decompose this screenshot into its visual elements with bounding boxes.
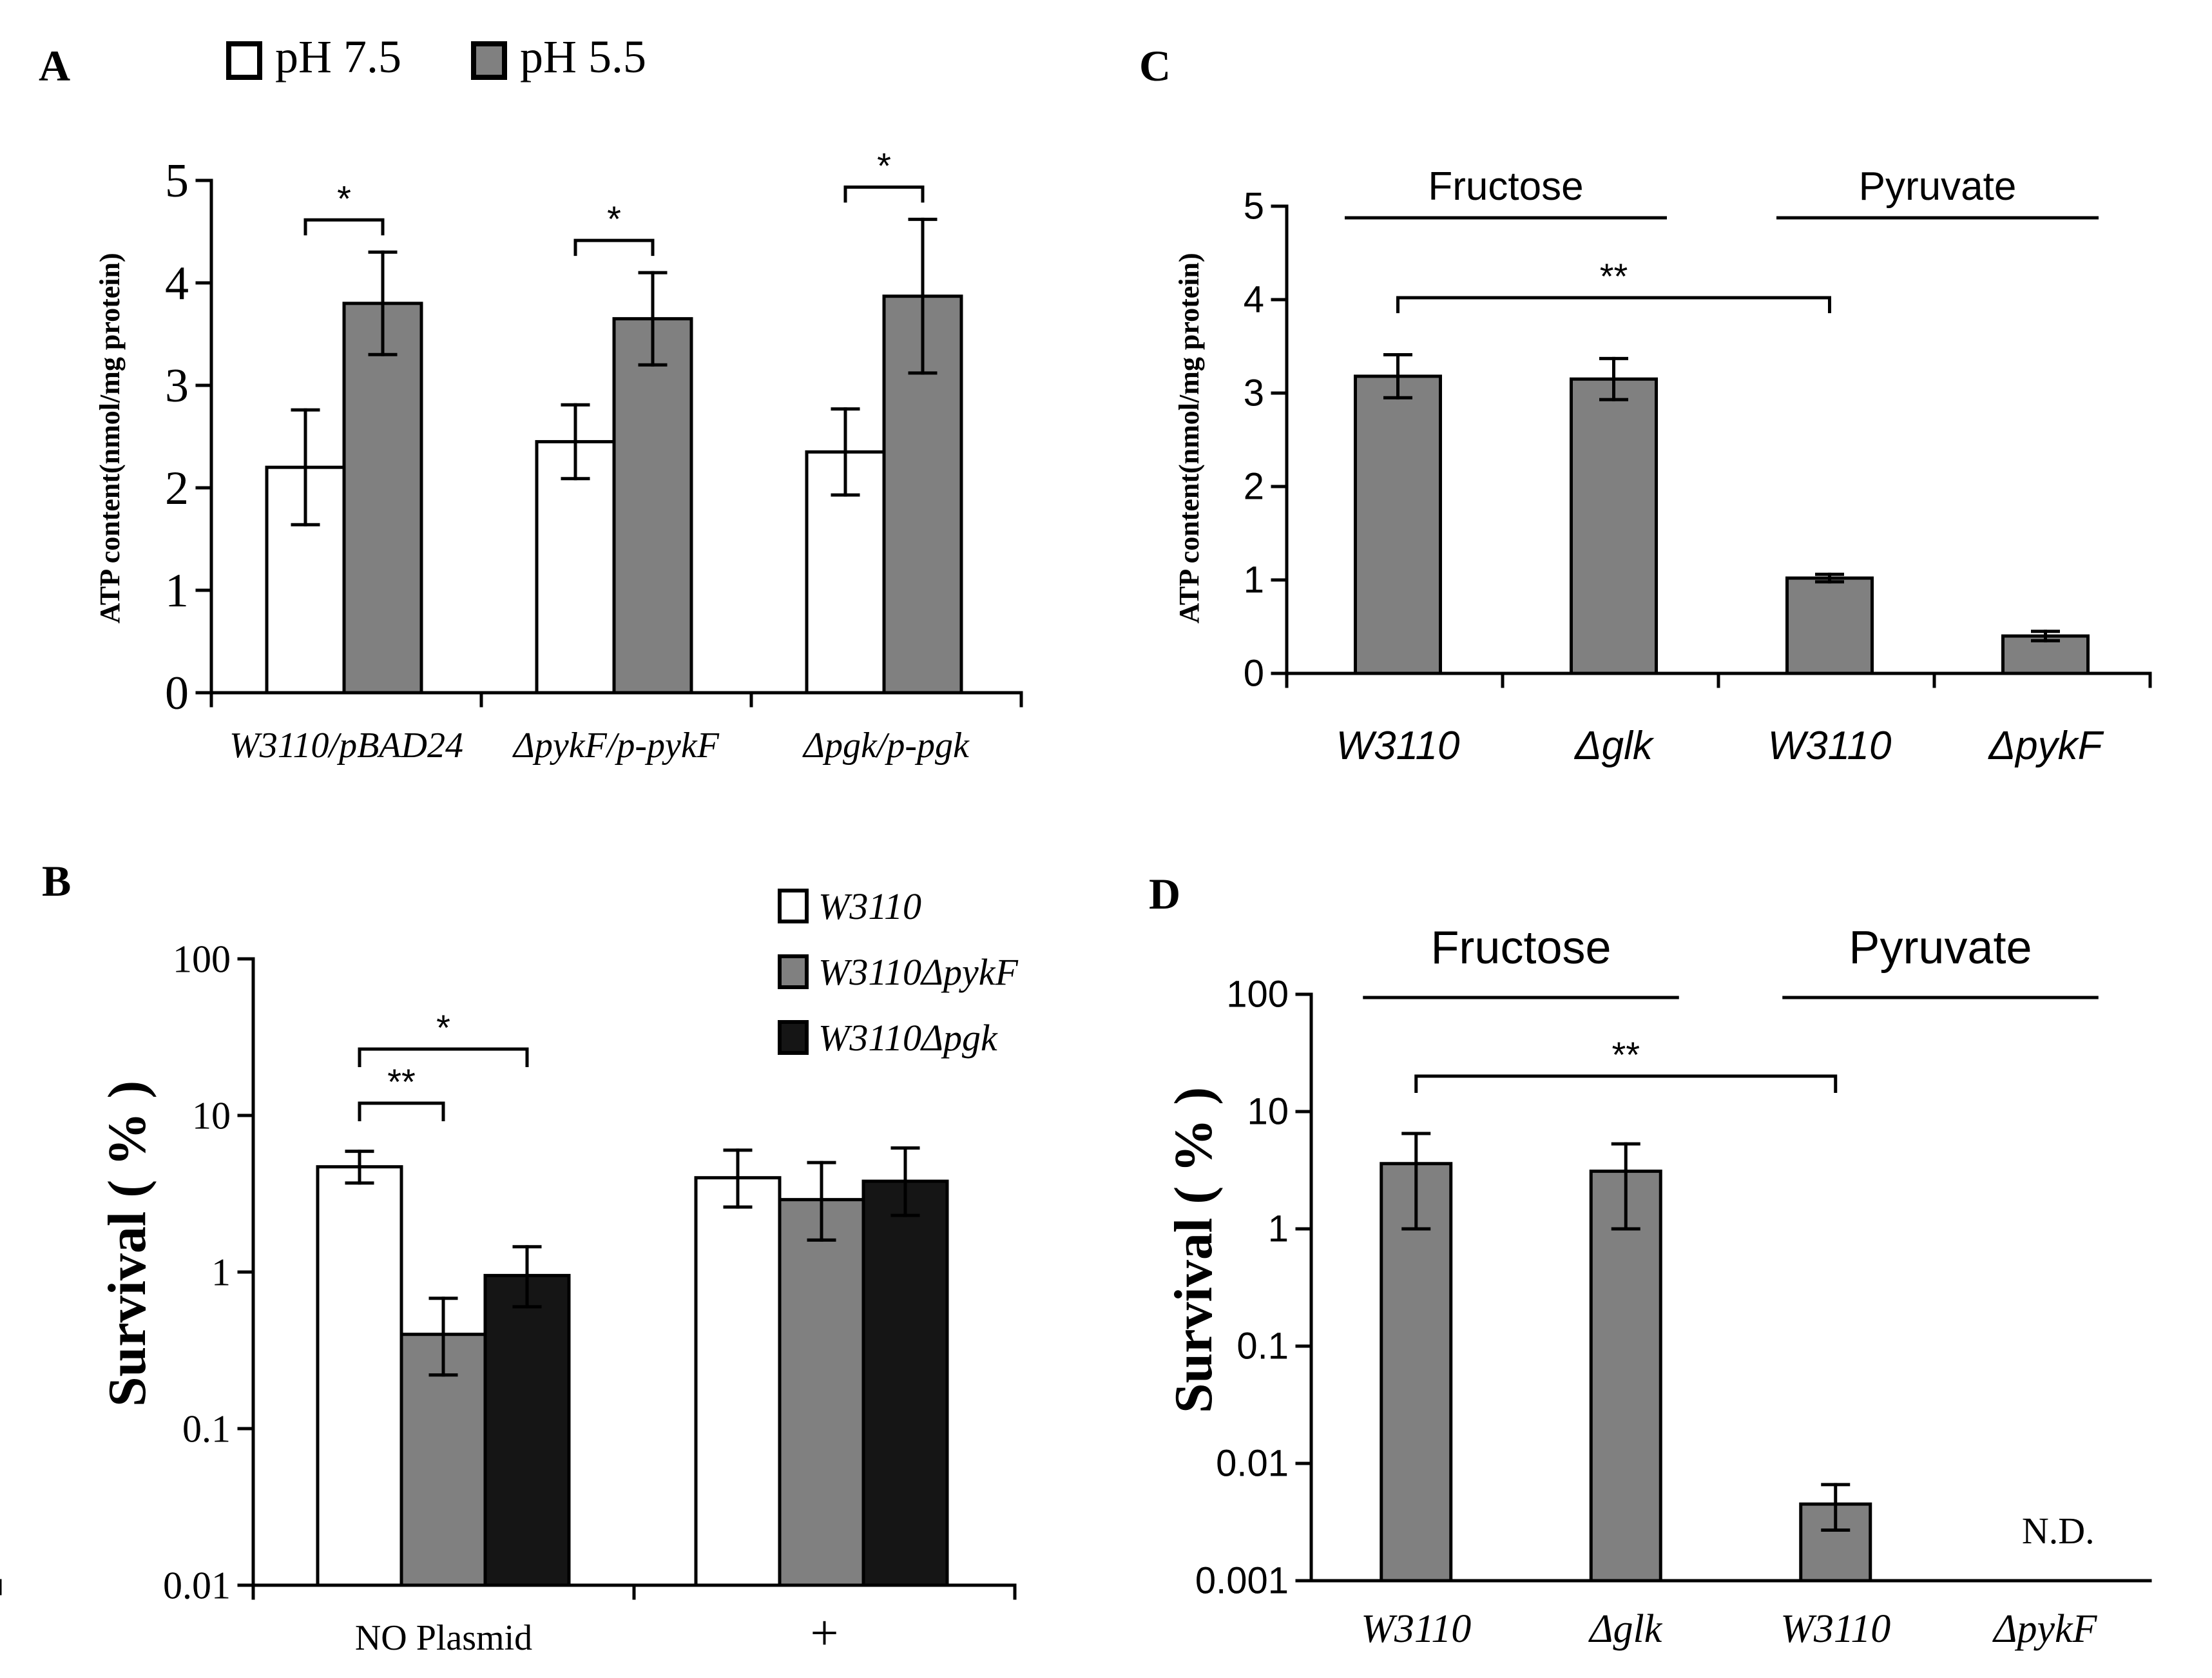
y-tick-label: 0.01 [163,1564,231,1606]
x-tick-label: W3110/pBAD24 [229,726,463,766]
y-tick-label: 0 [165,667,189,720]
legend-label: W3110ΔpykF [818,951,1019,993]
y-axis-title: Survival ( % ) [97,1081,157,1407]
y-tick-label: 0.1 [182,1407,231,1450]
bar [1785,576,1874,675]
x-tick-label: NO Plasmid [355,1618,532,1658]
group-label: Fructose [1428,164,1583,209]
significance-bracket-label: ** [1611,1034,1640,1075]
significance-bracket-label: ** [387,1061,416,1102]
y-tick-label: 4 [165,257,189,310]
panel-label: C [1139,41,1171,90]
y-tick-label: 10 [1247,1091,1289,1133]
bar [1380,1162,1453,1583]
significance-bracket [358,1101,445,1121]
legend-label: pH 7.5 [275,31,401,82]
bar [694,1176,782,1587]
x-tick-label: Δglk [1588,1607,1663,1651]
y-tick-label: 3 [1244,372,1264,414]
bar [342,302,423,695]
legend-swatch [471,41,507,80]
y-axis-title: ATP content(nmol/mg protein) [94,253,126,623]
significance-bracket [358,1047,529,1067]
x-tick-label: W3110 [1768,724,1892,768]
legend-swatch [778,1020,809,1055]
legend-label: W3110Δpgk [818,1017,998,1059]
significance-bracket [1396,296,1831,313]
group-label: Fructose [1430,922,1611,974]
significance-bracket-label: * [337,178,351,218]
y-tick-label: 100 [1226,974,1289,1016]
legend-swatch [778,954,809,989]
y-tick-label: 0.001 [1195,1560,1289,1602]
significance-bracket-label: * [607,198,621,239]
bar [316,1165,403,1587]
y-tick-label: 3 [165,360,189,412]
significance-bracket-label: ** [1600,256,1628,296]
y-tick-label: 0.01 [1216,1443,1289,1485]
bar [778,1198,865,1587]
y-tick-label: 2 [165,462,189,515]
group-label: Pyruvate [1859,164,2017,209]
significance-bracket [843,185,925,203]
panel-label: B [42,856,71,905]
significance-bracket-label: * [436,1007,450,1048]
y-tick-label: 100 [173,938,231,980]
y-tick-label: 0.1 [1236,1326,1289,1367]
bar [1570,377,1658,675]
y-tick-label: 10 [192,1094,231,1137]
legend-swatch [778,889,809,923]
y-tick-label: 1 [1244,559,1264,601]
y-tick-label: 0 [1244,653,1264,695]
y-tick-label: 4 [1244,279,1264,321]
not-detected-label: N.D. [2022,1510,2095,1552]
x-tick-label: ΔpykF/p-pykF [512,726,720,766]
significance-bracket [303,218,385,236]
x-tick-label: W3110 [1336,724,1460,768]
x-tick-label: + [811,1605,839,1661]
bar [861,1179,949,1587]
significance-bracket-label: * [877,145,891,186]
bar [1354,374,1442,675]
y-tick-label: 5 [165,155,189,207]
y-tick-label: 5 [1244,186,1264,227]
significance-bracket [1414,1074,1838,1093]
x-tick-label: W3110 [1780,1607,1890,1651]
significance-bracket [573,238,655,256]
x-tick-label: Δglk [1573,724,1655,768]
y-tick-label: 2 [1244,466,1264,508]
y-tick-label: 1 [165,564,189,617]
panel-label: A [39,41,70,90]
x-tick-label: Δpgk/p-pgk [802,726,970,766]
y-axis-title: Survival ( % ) [1164,1087,1224,1413]
legend-label: pH 5.5 [520,31,646,82]
group-label: Pyruvate [1849,922,2032,974]
bar [1589,1170,1662,1583]
x-tick-label: ΔpykF [1988,724,2104,768]
bar [612,317,693,695]
y-tick-label: 1 [211,1251,231,1293]
legend-swatch [226,41,262,80]
y-tick-label: 1 [1268,1208,1289,1250]
y-axis-title: ATP content(nmol/mg protein) [1173,253,1205,623]
x-tick-label: ΔpykF [1992,1607,2097,1651]
legend-label: W3110 [818,885,921,927]
panel-label: D [1149,869,1180,918]
bar [483,1273,571,1587]
x-tick-label: W3110 [1361,1607,1471,1651]
